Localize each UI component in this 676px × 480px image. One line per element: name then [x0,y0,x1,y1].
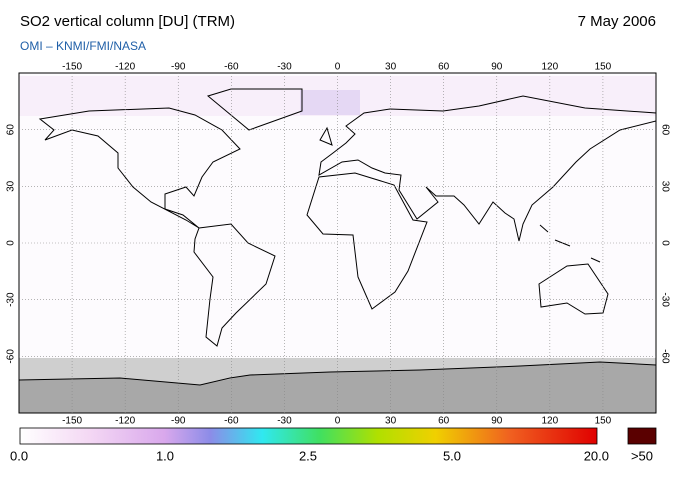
colorbar-label: 0.0 [10,448,28,463]
lat-label-left: 60 [6,124,17,136]
coastline [18,361,657,386]
lon-label-bottom: 120 [541,416,558,427]
date: 7 May 2006 [578,13,656,30]
colorbar-over [627,427,657,445]
coastline [193,223,276,347]
lat-label-left: 0 [6,240,17,246]
lat-label-right: 0 [659,240,670,246]
lon-label-top: 60 [438,62,450,73]
coastline [318,95,657,242]
lon-label-top: 90 [491,62,503,73]
lon-label-bottom: 90 [491,416,503,427]
coastline [319,126,601,263]
lon-label-top: 0 [335,62,341,73]
coastline [306,172,428,310]
colorbar-label: 5.0 [443,448,461,463]
title: SO2 vertical column [DU] (TRM) [20,13,235,30]
lon-label-bottom: -90 [171,416,186,427]
colorbar [19,427,598,445]
lat-label-right: -60 [659,349,670,364]
lat-label-left: 30 [6,180,17,192]
lon-label-bottom: 150 [595,416,612,427]
lon-label-bottom: 30 [385,416,397,427]
lat-label-right: -30 [659,292,670,307]
lon-label-top: 30 [385,62,397,73]
colorbar-label: 2.5 [299,448,317,463]
lat-label-right: 60 [659,124,670,136]
coastline [38,107,241,229]
colorbar-over-label: >50 [631,448,653,463]
lon-label-top: -120 [115,62,135,73]
lon-label-top: -150 [62,62,82,73]
coastline [206,88,303,131]
lon-label-bottom: 60 [438,416,450,427]
lat-label-right: 30 [659,181,670,193]
lon-label-bottom: -150 [62,416,82,427]
so2-patch [300,90,360,115]
lon-label-top: 150 [595,62,612,73]
lon-label-top: 120 [541,62,558,73]
subtitle: OMI – KNMI/FMI/NASA [20,39,146,53]
lat-label-left: -30 [6,292,17,307]
colorbar-label: 1.0 [156,448,174,463]
lon-label-top: -60 [224,62,239,73]
lat-label-left: -60 [6,349,17,364]
lon-label-bottom: -120 [115,416,135,427]
lon-label-top: -90 [171,62,186,73]
lon-label-top: -30 [277,62,292,73]
lon-label-bottom: -60 [224,416,239,427]
lon-label-bottom: -30 [277,416,292,427]
lon-label-bottom: 0 [335,416,341,427]
colorbar-label: 20.0 [584,448,609,463]
